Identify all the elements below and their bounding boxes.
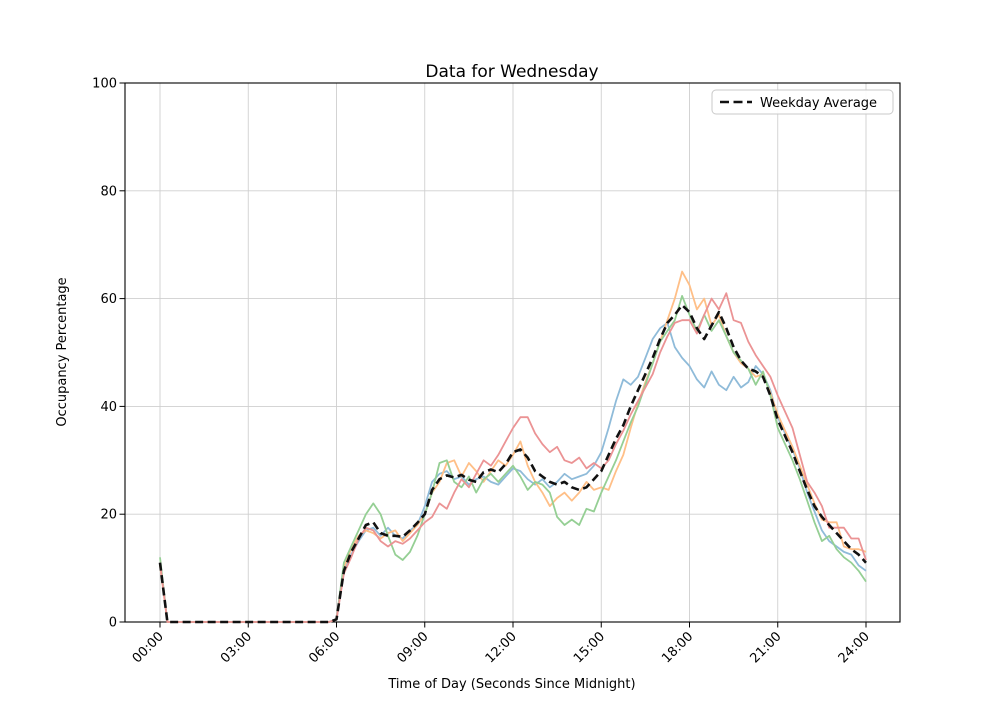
y-tick-label: 0 [109, 616, 117, 631]
grid-layer [125, 82, 900, 623]
x-tick-label: 00:00 [130, 629, 167, 666]
x-tick-label: 09:00 [394, 629, 431, 666]
spine-layer [124, 82, 901, 623]
y-tick-label: 100 [92, 77, 117, 92]
x-tick-label: 06:00 [306, 629, 343, 666]
x-tick-label: 12:00 [483, 629, 520, 666]
x-tick-label: 03:00 [218, 629, 255, 666]
legend: Weekday Average [711, 89, 894, 115]
y-axis-label: Occupancy Percentage [55, 277, 70, 426]
x-tick-label: 24:00 [836, 629, 873, 666]
x-tick-label: 15:00 [571, 629, 608, 666]
y-tick-label: 60 [100, 292, 117, 307]
y-tick-label: 80 [100, 184, 117, 199]
average-line [158, 303, 867, 624]
series-layer [158, 270, 867, 624]
chart-title: Data for Wednesday [425, 62, 598, 82]
legend-box [711, 89, 894, 115]
x-tick-label: 18:00 [659, 629, 696, 666]
plot-area-border [124, 82, 901, 623]
y-tick-label: 40 [100, 400, 117, 415]
x-tick-label: 21:00 [747, 629, 784, 666]
x-axis-label: Time of Day (Seconds Since Midnight) [387, 677, 635, 692]
y-tick-label: 20 [100, 508, 117, 523]
legend-entry-label: Weekday Average [760, 96, 877, 111]
